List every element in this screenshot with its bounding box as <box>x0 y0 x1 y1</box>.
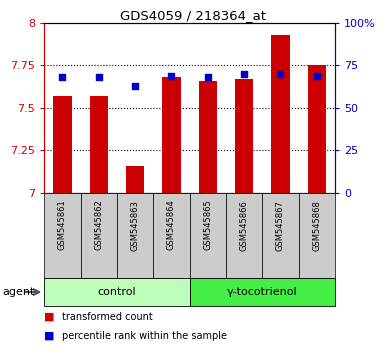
Bar <box>162 78 181 193</box>
Bar <box>153 193 189 278</box>
Text: GSM545861: GSM545861 <box>58 200 67 251</box>
Text: agent: agent <box>2 287 34 297</box>
Point <box>205 75 211 80</box>
Bar <box>235 79 253 193</box>
Point <box>96 75 102 80</box>
Bar <box>262 193 299 278</box>
Point <box>314 73 320 79</box>
Point <box>59 75 65 80</box>
Text: GSM545866: GSM545866 <box>239 200 249 251</box>
Text: ■: ■ <box>44 312 55 321</box>
Text: control: control <box>98 287 136 297</box>
Text: GSM545862: GSM545862 <box>94 200 103 251</box>
Bar <box>117 193 153 278</box>
Bar <box>126 166 144 193</box>
Bar <box>190 193 226 278</box>
Text: GSM545865: GSM545865 <box>203 200 212 251</box>
Bar <box>90 96 108 193</box>
Text: GDS4059 / 218364_at: GDS4059 / 218364_at <box>119 9 266 22</box>
Bar <box>54 96 72 193</box>
Point <box>241 71 247 77</box>
Text: γ-tocotrienol: γ-tocotrienol <box>227 287 298 297</box>
Bar <box>44 278 190 306</box>
Text: GSM545863: GSM545863 <box>131 200 140 251</box>
Point <box>168 73 174 79</box>
Text: transformed count: transformed count <box>62 312 152 321</box>
Text: ■: ■ <box>44 331 55 341</box>
Text: GSM545867: GSM545867 <box>276 200 285 251</box>
Bar <box>299 193 335 278</box>
Bar <box>226 193 262 278</box>
Text: GSM545864: GSM545864 <box>167 200 176 251</box>
Bar <box>190 278 335 306</box>
Point <box>277 71 283 77</box>
Text: percentile rank within the sample: percentile rank within the sample <box>62 331 227 341</box>
Bar <box>271 35 290 193</box>
Bar <box>44 193 80 278</box>
Bar <box>80 193 117 278</box>
Bar <box>308 65 326 193</box>
Point <box>132 83 138 89</box>
Bar <box>199 81 217 193</box>
Text: GSM545868: GSM545868 <box>312 200 321 251</box>
